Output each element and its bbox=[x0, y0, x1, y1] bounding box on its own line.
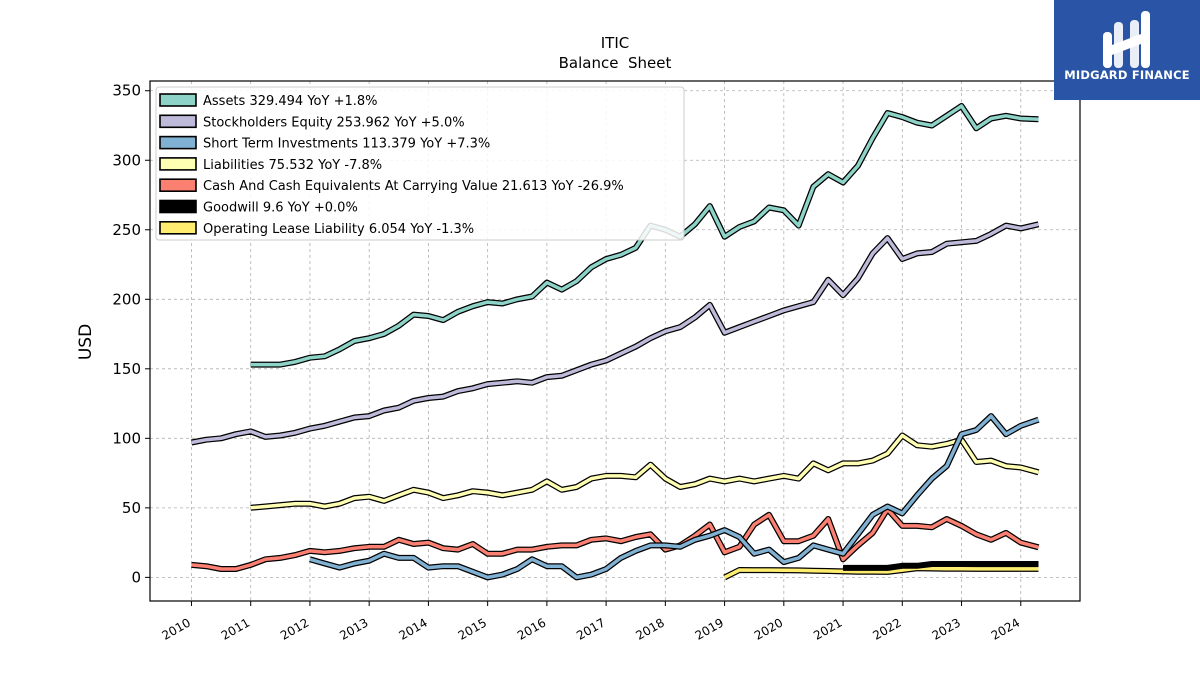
legend-entry: Stockholders Equity 253.962 YoY +5.0% bbox=[203, 115, 465, 130]
brand-name: MIDGARD FINANCE bbox=[1064, 68, 1190, 82]
x-axis-ticks: 2010 2011 2012 2013 2014 2015 2016 2017 2018 2019… bbox=[160, 601, 1022, 643]
plot-frame bbox=[149, 80, 1081, 602]
x-tick-label: 2024 bbox=[989, 615, 1022, 642]
series-line-operating-lease-liability bbox=[723, 566, 1039, 579]
y-tick-label: 300 bbox=[112, 151, 141, 169]
legend-swatch bbox=[159, 135, 197, 150]
legend-entry: Liabilities 75.532 YoY -7.8% bbox=[203, 158, 382, 173]
y-axis-label: USD bbox=[76, 324, 96, 360]
series-line-short-term-investments bbox=[309, 414, 1040, 580]
series-lines bbox=[190, 103, 1040, 581]
series-line-goodwill bbox=[843, 562, 1039, 570]
x-tick-label: 2016 bbox=[515, 615, 548, 642]
series-outline-short-term-investments bbox=[309, 413, 1040, 581]
y-tick-label: 50 bbox=[122, 499, 141, 517]
x-tick-label: 2011 bbox=[219, 615, 252, 642]
x-tick-label: 2010 bbox=[160, 615, 193, 642]
x-tick-label: 2022 bbox=[870, 615, 903, 642]
y-tick-label: 200 bbox=[112, 290, 141, 308]
x-tick-label: 2021 bbox=[811, 615, 844, 642]
series-line-liabilities bbox=[250, 433, 1039, 510]
x-tick-label: 2017 bbox=[574, 615, 607, 642]
y-tick-label: 350 bbox=[112, 82, 141, 100]
legend-entry: Cash And Cash Equivalents At Carrying Va… bbox=[203, 179, 624, 194]
legend-entry: Short Term Investments 113.379 YoY +7.3% bbox=[203, 137, 490, 152]
y-axis-ticks: 0 50 100 150 200 250 300 350 bbox=[112, 82, 150, 586]
x-tick-label: 2020 bbox=[752, 615, 785, 642]
x-tick-label: 2015 bbox=[456, 615, 489, 642]
legend-swatch bbox=[159, 157, 197, 171]
x-tick-label: 2023 bbox=[930, 615, 963, 642]
series-line-stockholders-equity bbox=[191, 222, 1039, 445]
legend-entry: Operating Lease Liability 6.054 YoY -1.3… bbox=[203, 222, 474, 237]
chart-title: ITIC bbox=[601, 34, 629, 52]
legend-swatch bbox=[159, 114, 197, 129]
midgard-logo-icon bbox=[1103, 11, 1150, 68]
y-tick-label: 250 bbox=[112, 221, 141, 239]
brand-logo: MIDGARD FINANCE bbox=[1054, 0, 1200, 100]
y-tick-label: 0 bbox=[131, 568, 141, 586]
chart-subtitle: Balance Sheet bbox=[559, 54, 672, 72]
x-tick-label: 2013 bbox=[337, 615, 370, 642]
legend: Assets 329.494 YoY +1.8% Stockholders Equ… bbox=[155, 86, 685, 241]
x-tick-label: 2012 bbox=[278, 615, 311, 642]
legend-entry: Goodwill 9.6 YoY +0.0% bbox=[203, 201, 358, 216]
legend-swatch bbox=[159, 178, 197, 192]
x-tick-label: 2018 bbox=[633, 615, 666, 642]
legend-swatch bbox=[159, 221, 197, 235]
y-tick-label: 150 bbox=[112, 360, 141, 378]
legend-swatch bbox=[159, 199, 197, 214]
series-line-cash-and-cash-equivalents-at-carrying-value bbox=[191, 507, 1039, 571]
legend-box bbox=[155, 86, 685, 241]
y-tick-label: 100 bbox=[112, 429, 141, 447]
x-tick-label: 2019 bbox=[693, 615, 726, 642]
x-tick-label: 2014 bbox=[396, 615, 429, 642]
legend-swatch bbox=[159, 93, 197, 107]
legend-entry: Assets 329.494 YoY +1.8% bbox=[203, 94, 378, 109]
